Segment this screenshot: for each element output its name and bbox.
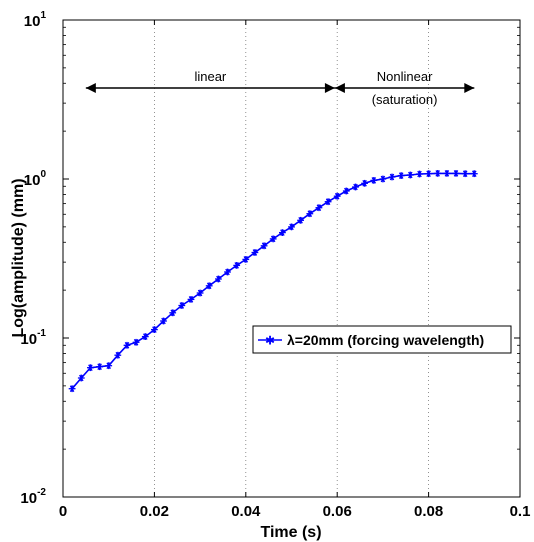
annotation-arrowhead-right: [464, 83, 475, 93]
annotation-sublabel: (saturation): [372, 92, 438, 107]
y-tick-label: 10-2: [20, 487, 46, 507]
y-tick-label: 10-1: [20, 328, 46, 348]
data-point: [141, 333, 149, 341]
data-point: [205, 282, 213, 290]
data-point: [388, 173, 396, 181]
data-point: [288, 223, 295, 231]
axis-ticks: 0 0.02 0.04 0.06 0.08 0.1 10-2 10-1 100 101: [20, 10, 530, 520]
data-point: [96, 363, 103, 371]
data-point: [77, 374, 85, 382]
y-axis-label: Log(amplitude) (mm): [10, 178, 27, 337]
data-point: [114, 351, 122, 359]
x-tick-label: 0.04: [231, 503, 261, 520]
data-point: [196, 289, 204, 297]
data-point: [251, 249, 259, 256]
data-point: [406, 171, 414, 179]
data-point: [470, 170, 478, 178]
annotation-arrowhead-right: [324, 83, 335, 93]
data-point: [233, 261, 241, 269]
annotation-arrowhead-left: [85, 83, 96, 93]
data-point: [87, 364, 94, 372]
y-tick-label: 100: [24, 169, 47, 189]
data-point: [187, 295, 195, 303]
data-point: [306, 210, 314, 218]
x-tick-label: 0.06: [323, 503, 352, 520]
data-point: [361, 179, 369, 187]
data-point: [370, 176, 378, 184]
x-tick-label: 0.08: [414, 503, 443, 520]
data-point: [123, 341, 131, 349]
data-point: [68, 385, 76, 393]
data-point: [342, 187, 350, 195]
plot-area-frame: [62, 19, 521, 498]
legend-star-marker: ✱: [265, 334, 275, 348]
data-point: [333, 192, 341, 200]
data-point: [105, 362, 113, 370]
region-annotations: linear Nonlinear (saturation): [85, 69, 475, 107]
annotation-arrowhead-left: [334, 83, 345, 93]
data-point: [297, 216, 305, 224]
data-point: [242, 255, 250, 263]
data-point: [443, 169, 451, 177]
data-point: [379, 175, 387, 183]
data-point: [416, 170, 423, 178]
annotation-label: linear: [194, 69, 226, 84]
data-point: [278, 229, 286, 237]
data-point: [169, 309, 177, 317]
legend: ✱ λ=20mm (forcing wavelength): [252, 325, 512, 354]
data-point: [150, 326, 158, 334]
data-point: [214, 275, 222, 283]
data-point: [397, 172, 405, 180]
data-point: [132, 338, 140, 346]
data-point: [352, 183, 359, 191]
data-point: [178, 302, 186, 309]
legend-box: [252, 325, 512, 354]
data-point: [160, 317, 167, 325]
x-tick-label: 0: [59, 503, 67, 520]
annotation-label: Nonlinear: [377, 69, 433, 84]
x-tick-label: 0.1: [510, 503, 531, 520]
x-tick-label: 0.02: [140, 503, 169, 520]
data-point: [315, 204, 323, 212]
y-tick-label: 101: [24, 10, 47, 30]
data-point: [324, 198, 332, 206]
data-point: [452, 169, 460, 177]
data-point: [269, 235, 277, 243]
data-point: [461, 170, 469, 178]
data-point: [434, 169, 442, 177]
x-axis-label: Time (s): [260, 524, 321, 541]
data-point: [224, 268, 231, 276]
data-point: [425, 170, 433, 178]
data-point: [260, 242, 268, 250]
legend-label: λ=20mm (forcing wavelength): [287, 332, 484, 348]
series-lines: [68, 169, 478, 393]
